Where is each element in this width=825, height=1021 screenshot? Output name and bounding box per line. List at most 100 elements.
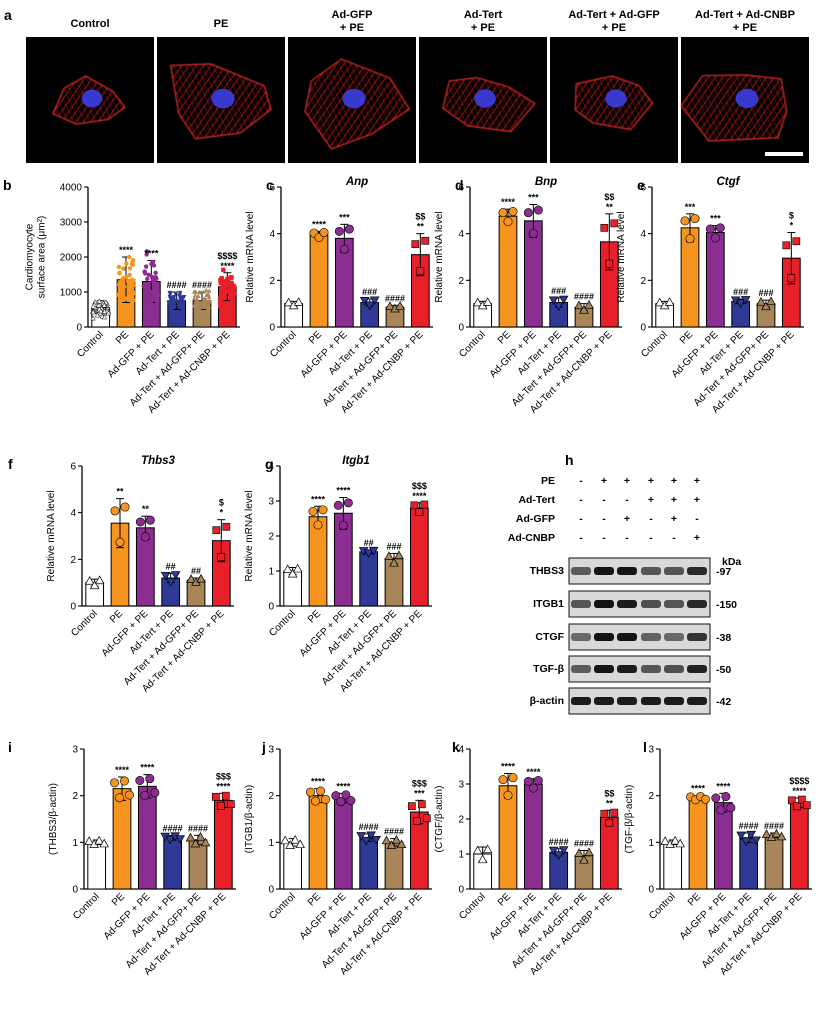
y-tick-label: 0 — [648, 885, 654, 896]
y-tick-label: 4 — [70, 508, 76, 519]
data-point — [143, 297, 148, 302]
data-point — [90, 315, 96, 321]
treatment-sign: - — [649, 532, 653, 544]
data-point — [165, 577, 176, 587]
treatment-sign: - — [579, 475, 583, 487]
y-axis-label: Cardiomyocytesurface area (μm²) — [25, 216, 48, 298]
significance-label: **** — [140, 763, 155, 773]
data-point — [356, 832, 366, 841]
bar — [384, 841, 404, 890]
significance-label: #### — [163, 823, 183, 833]
data-point — [293, 297, 304, 306]
bar — [764, 834, 784, 890]
significance-label: ## — [166, 561, 176, 571]
blot-band — [594, 697, 614, 705]
y-tick-label: 0 — [76, 323, 82, 334]
bar — [163, 837, 183, 890]
data-point — [220, 284, 226, 289]
blot-label-5: β-actin — [530, 695, 564, 707]
y-tick-label: 3 — [458, 780, 464, 791]
significance-label: **** — [312, 219, 327, 229]
blot-band — [571, 633, 591, 641]
blot-band — [617, 665, 637, 673]
category-label: PE — [114, 329, 131, 346]
category-label: PE — [110, 891, 127, 908]
data-point — [145, 276, 150, 282]
data-point — [295, 839, 305, 849]
bar — [789, 802, 809, 890]
bar — [498, 215, 518, 328]
y-tick-label: 0 — [640, 323, 646, 334]
data-point — [195, 297, 200, 302]
data-point — [201, 289, 206, 294]
data-point — [364, 301, 375, 311]
significance-label: #### — [574, 839, 594, 849]
category-label: PE — [496, 329, 513, 346]
data-point — [416, 267, 425, 275]
data-point — [131, 290, 137, 296]
data-point — [217, 303, 223, 308]
y-tick-label: 4000 — [60, 183, 83, 194]
data-point — [344, 224, 354, 234]
data-point — [212, 526, 221, 535]
data-point — [120, 296, 126, 301]
data-point — [143, 288, 149, 293]
treatment-sign: - — [672, 532, 676, 544]
blot-band — [571, 567, 591, 575]
kda-label: kDa — [722, 556, 741, 568]
data-point — [228, 275, 234, 280]
data-point — [675, 838, 685, 848]
nucleus — [605, 89, 627, 108]
data-point — [412, 817, 421, 825]
blot-band — [641, 665, 661, 673]
data-point — [181, 299, 186, 305]
treatment-sign: + — [671, 494, 677, 506]
y-tick-label: 4 — [458, 745, 464, 756]
significance-label: * — [790, 221, 794, 231]
bar — [713, 802, 733, 890]
bar — [137, 785, 157, 890]
category-label: Control — [457, 891, 488, 922]
data-point — [482, 297, 493, 306]
significance-label: ** — [142, 504, 150, 514]
data-point — [366, 831, 376, 841]
micrograph-3 — [288, 37, 416, 163]
y-tick-label: 6 — [458, 183, 464, 194]
bar — [688, 797, 708, 890]
blot-band — [617, 567, 637, 575]
data-point — [508, 207, 518, 217]
data-point — [787, 796, 796, 805]
data-point — [280, 835, 290, 845]
treatment-sign: + — [624, 513, 630, 525]
significance-label: **** — [144, 249, 159, 259]
data-point — [143, 284, 148, 290]
data-point — [223, 290, 228, 295]
data-point — [116, 282, 122, 288]
chart-panel-label: d — [455, 177, 464, 193]
data-point — [101, 308, 108, 314]
data-point — [334, 226, 344, 236]
data-point — [174, 299, 179, 304]
data-point — [94, 312, 101, 318]
kda-value-5: -42 — [716, 696, 731, 708]
y-axis-label: (THBS3/β-actin) — [48, 783, 59, 855]
chart-panel-j: j0123(ITGB1/β-actin)Control****PE****Ad-… — [244, 739, 432, 978]
treatment-sign: - — [579, 513, 583, 525]
data-point — [664, 297, 675, 306]
bar — [309, 234, 329, 328]
panel-h-label: h — [565, 452, 574, 468]
condition-header-3: Ad-GFP — [332, 9, 373, 21]
data-point — [143, 264, 149, 269]
data-point — [305, 787, 315, 797]
data-point — [180, 305, 186, 310]
data-point — [135, 517, 145, 527]
kda-value-4: -50 — [716, 664, 731, 676]
y-axis-label: Relative mRNA level — [46, 490, 57, 581]
y-tick-label: 6 — [70, 462, 76, 473]
data-point — [368, 546, 379, 556]
data-point — [361, 836, 371, 846]
data-point — [715, 223, 725, 233]
chart-panel-label: f — [8, 456, 13, 472]
data-point — [127, 272, 132, 278]
